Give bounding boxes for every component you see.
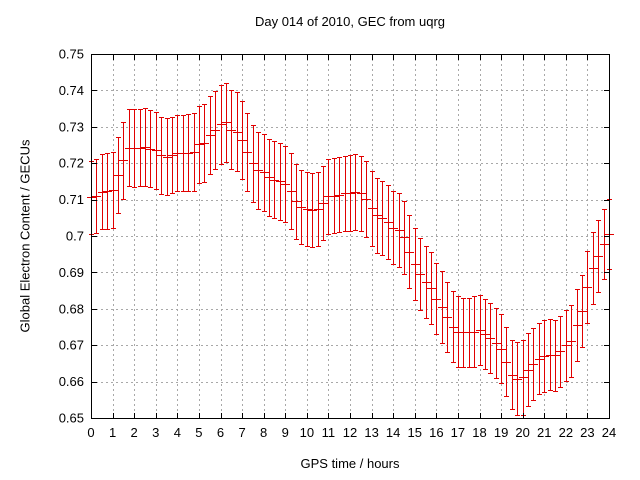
- x-tick-label: 2: [131, 425, 138, 440]
- x-tick-label: 20: [515, 425, 529, 440]
- x-tick-label: 1: [109, 425, 116, 440]
- x-tick-label: 14: [386, 425, 400, 440]
- y-tick-label: 0.7: [66, 229, 84, 244]
- x-tick-label: 21: [537, 425, 551, 440]
- x-tick-label: 5: [195, 425, 202, 440]
- y-tick-label: 0.74: [59, 83, 84, 98]
- x-tick-label: 15: [408, 425, 422, 440]
- x-tick-label: 4: [174, 425, 181, 440]
- y-tick-label: 0.71: [59, 192, 84, 207]
- x-tick-label: 23: [580, 425, 594, 440]
- y-tick-label: 0.68: [59, 301, 84, 316]
- x-tick-label: 16: [429, 425, 443, 440]
- x-tick-label: 17: [451, 425, 465, 440]
- x-tick-label: 19: [494, 425, 508, 440]
- x-tick-label: 18: [472, 425, 486, 440]
- x-tick-label: 11: [322, 425, 336, 440]
- x-tick-label: 10: [300, 425, 314, 440]
- plot-frame: [91, 54, 610, 419]
- y-tick-label: 0.65: [59, 411, 84, 426]
- chart-title: Day 014 of 2010, GEC from uqrg: [254, 14, 446, 29]
- y-tick-label: 0.72: [59, 156, 84, 171]
- y-tick-label: 0.66: [59, 374, 84, 389]
- x-tick-label: 0: [87, 425, 94, 440]
- x-tick-label: 22: [559, 425, 573, 440]
- x-tick-label: 3: [152, 425, 159, 440]
- x-tick-label: 24: [602, 425, 616, 440]
- y-tick-label: 0.73: [59, 119, 84, 134]
- x-axis-title: GPS time / hours: [300, 456, 400, 471]
- y-tick-label: 0.75: [59, 47, 84, 62]
- x-tick-label: 9: [282, 425, 289, 440]
- x-tick-label: 13: [364, 425, 378, 440]
- x-tick-label: 8: [260, 425, 267, 440]
- y-tick-label: 0.67: [59, 338, 84, 353]
- x-tick-label: 7: [238, 425, 245, 440]
- x-tick-label: 12: [343, 425, 357, 440]
- y-tick-label: 0.69: [59, 265, 84, 280]
- x-tick-label: 6: [217, 425, 224, 440]
